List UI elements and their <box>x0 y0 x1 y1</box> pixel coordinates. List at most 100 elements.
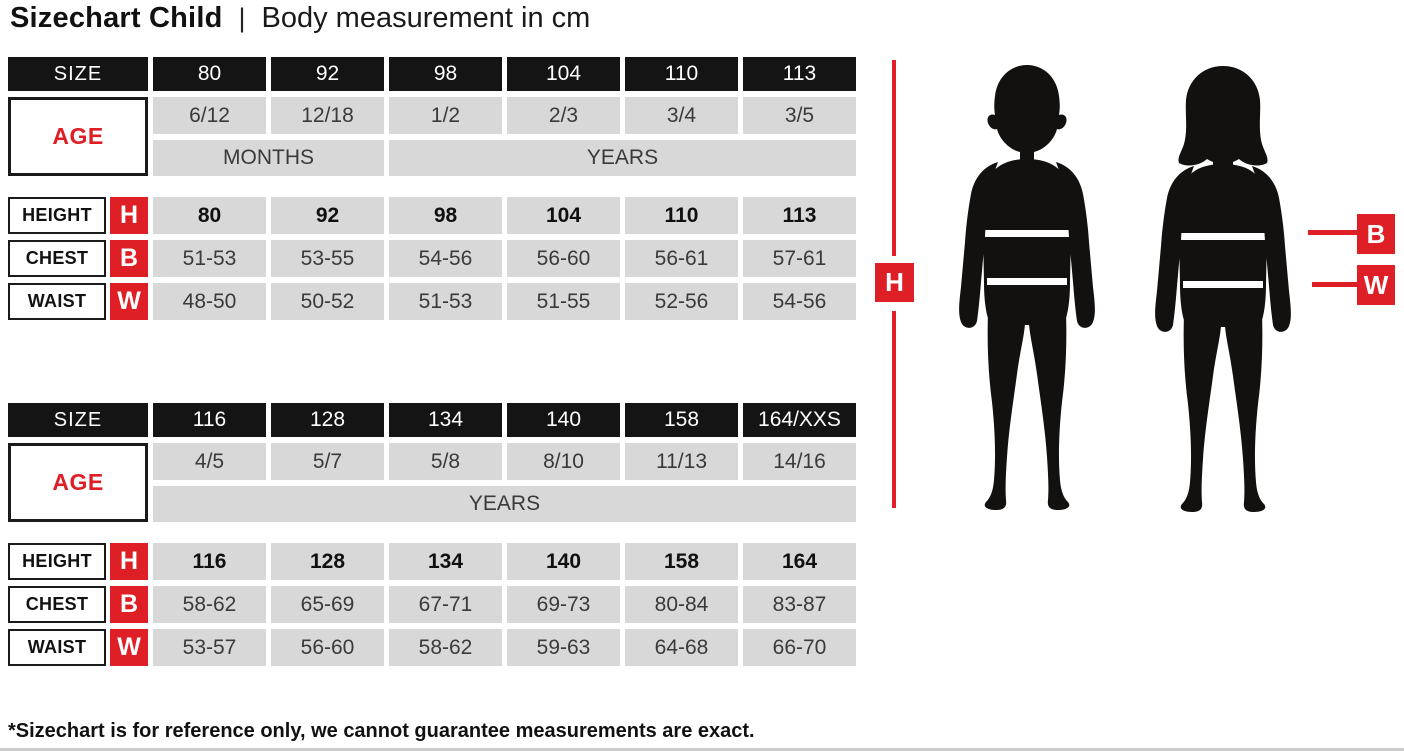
size-value: 134 <box>389 403 502 437</box>
waist-value: 58-62 <box>389 629 502 666</box>
waist-value: 56-60 <box>271 629 384 666</box>
size-value: 113 <box>743 57 856 91</box>
chest-value: 56-61 <box>625 240 738 277</box>
height-value: 164 <box>743 543 856 580</box>
size-value: 104 <box>507 57 620 91</box>
height-value: 134 <box>389 543 502 580</box>
waist-row-label: WAIST W <box>8 629 148 666</box>
bottom-divider <box>0 748 1404 751</box>
size-header-label: SIZE <box>8 403 148 437</box>
age-value: 6/12 <box>153 97 266 134</box>
age-value: 5/8 <box>389 443 502 480</box>
height-value: 98 <box>389 197 502 234</box>
size-table-small: SIZE 80 92 98 104 110 113 AGE 6/12 12/18… <box>8 57 856 320</box>
height-value: 104 <box>507 197 620 234</box>
height-value: 80 <box>153 197 266 234</box>
height-value: 92 <box>271 197 384 234</box>
chest-value: 56-60 <box>507 240 620 277</box>
chest-value: 65-69 <box>271 586 384 623</box>
chest-label: CHEST <box>8 240 106 277</box>
chest-measure-line <box>1308 230 1357 235</box>
age-row-label: AGE <box>8 443 148 522</box>
age-value: 1/2 <box>389 97 502 134</box>
disclaimer-footnote: *Sizechart is for reference only, we can… <box>8 720 755 742</box>
chest-value: 67-71 <box>389 586 502 623</box>
waist-value: 53-57 <box>153 629 266 666</box>
waist-letter-badge: W <box>110 629 148 666</box>
size-header-label: SIZE <box>8 57 148 91</box>
size-value: 164/XXS <box>743 403 856 437</box>
period-band-years: YEARS <box>153 486 856 522</box>
height-measure-line-bottom <box>892 311 896 508</box>
page-title: Sizechart Child | Body measurement in cm <box>10 1 590 35</box>
height-value: 113 <box>743 197 856 234</box>
chest-label: CHEST <box>8 586 106 623</box>
height-letter-badge: H <box>110 197 148 234</box>
chest-value: 53-55 <box>271 240 384 277</box>
height-value: 158 <box>625 543 738 580</box>
waist-value: 48-50 <box>153 283 266 320</box>
title-separator: | <box>238 3 246 33</box>
chest-value: 54-56 <box>389 240 502 277</box>
height-row-label: HEIGHT H <box>8 197 148 234</box>
girl-waist-stripe <box>1183 281 1263 288</box>
height-letter-badge: H <box>110 543 148 580</box>
boy-chest-stripe <box>985 230 1069 237</box>
chest-letter-badge: B <box>110 586 148 623</box>
chest-value: 83-87 <box>743 586 856 623</box>
waist-tag: W <box>1357 265 1395 305</box>
title-main: Sizechart Child <box>10 2 223 34</box>
chest-value: 57-61 <box>743 240 856 277</box>
chest-value: 58-62 <box>153 586 266 623</box>
height-value: 128 <box>271 543 384 580</box>
waist-value: 51-53 <box>389 283 502 320</box>
chest-value: 69-73 <box>507 586 620 623</box>
girl-chest-stripe <box>1181 233 1265 240</box>
waist-value: 59-63 <box>507 629 620 666</box>
boy-waist-stripe <box>987 278 1067 285</box>
age-value: 11/13 <box>625 443 738 480</box>
waist-value: 66-70 <box>743 629 856 666</box>
age-row-label: AGE <box>8 97 148 176</box>
chest-letter-badge: B <box>110 240 148 277</box>
age-value: 14/16 <box>743 443 856 480</box>
size-value: 92 <box>271 57 384 91</box>
waist-label: WAIST <box>8 283 106 320</box>
waist-value: 52-56 <box>625 283 738 320</box>
height-row-label: HEIGHT H <box>8 543 148 580</box>
age-value: 8/10 <box>507 443 620 480</box>
chest-row-label: CHEST B <box>8 586 148 623</box>
chest-tag: B <box>1357 214 1395 254</box>
size-table-large: SIZE 116 128 134 140 158 164/XXS AGE 4/5… <box>8 403 856 666</box>
boy-silhouette <box>959 65 1095 510</box>
size-value: 140 <box>507 403 620 437</box>
waist-value: 50-52 <box>271 283 384 320</box>
waist-value: 64-68 <box>625 629 738 666</box>
period-band-months: MONTHS <box>153 140 384 176</box>
chest-value: 51-53 <box>153 240 266 277</box>
title-subtitle: Body measurement in cm <box>261 2 591 34</box>
waist-value: 54-56 <box>743 283 856 320</box>
height-value: 116 <box>153 543 266 580</box>
period-band-years: YEARS <box>389 140 856 176</box>
age-value: 3/4 <box>625 97 738 134</box>
size-value: 98 <box>389 57 502 91</box>
waist-label: WAIST <box>8 629 106 666</box>
waist-measure-line <box>1312 282 1357 287</box>
age-value: 12/18 <box>271 97 384 134</box>
height-value: 110 <box>625 197 738 234</box>
age-value: 3/5 <box>743 97 856 134</box>
waist-row-label: WAIST W <box>8 283 148 320</box>
height-label: HEIGHT <box>8 543 106 580</box>
height-measure-line-top <box>892 60 896 256</box>
chest-value: 80-84 <box>625 586 738 623</box>
size-value: 80 <box>153 57 266 91</box>
height-tag: H <box>875 263 914 302</box>
age-value: 5/7 <box>271 443 384 480</box>
height-label: HEIGHT <box>8 197 106 234</box>
size-value: 116 <box>153 403 266 437</box>
size-value: 110 <box>625 57 738 91</box>
size-value: 128 <box>271 403 384 437</box>
height-value: 140 <box>507 543 620 580</box>
